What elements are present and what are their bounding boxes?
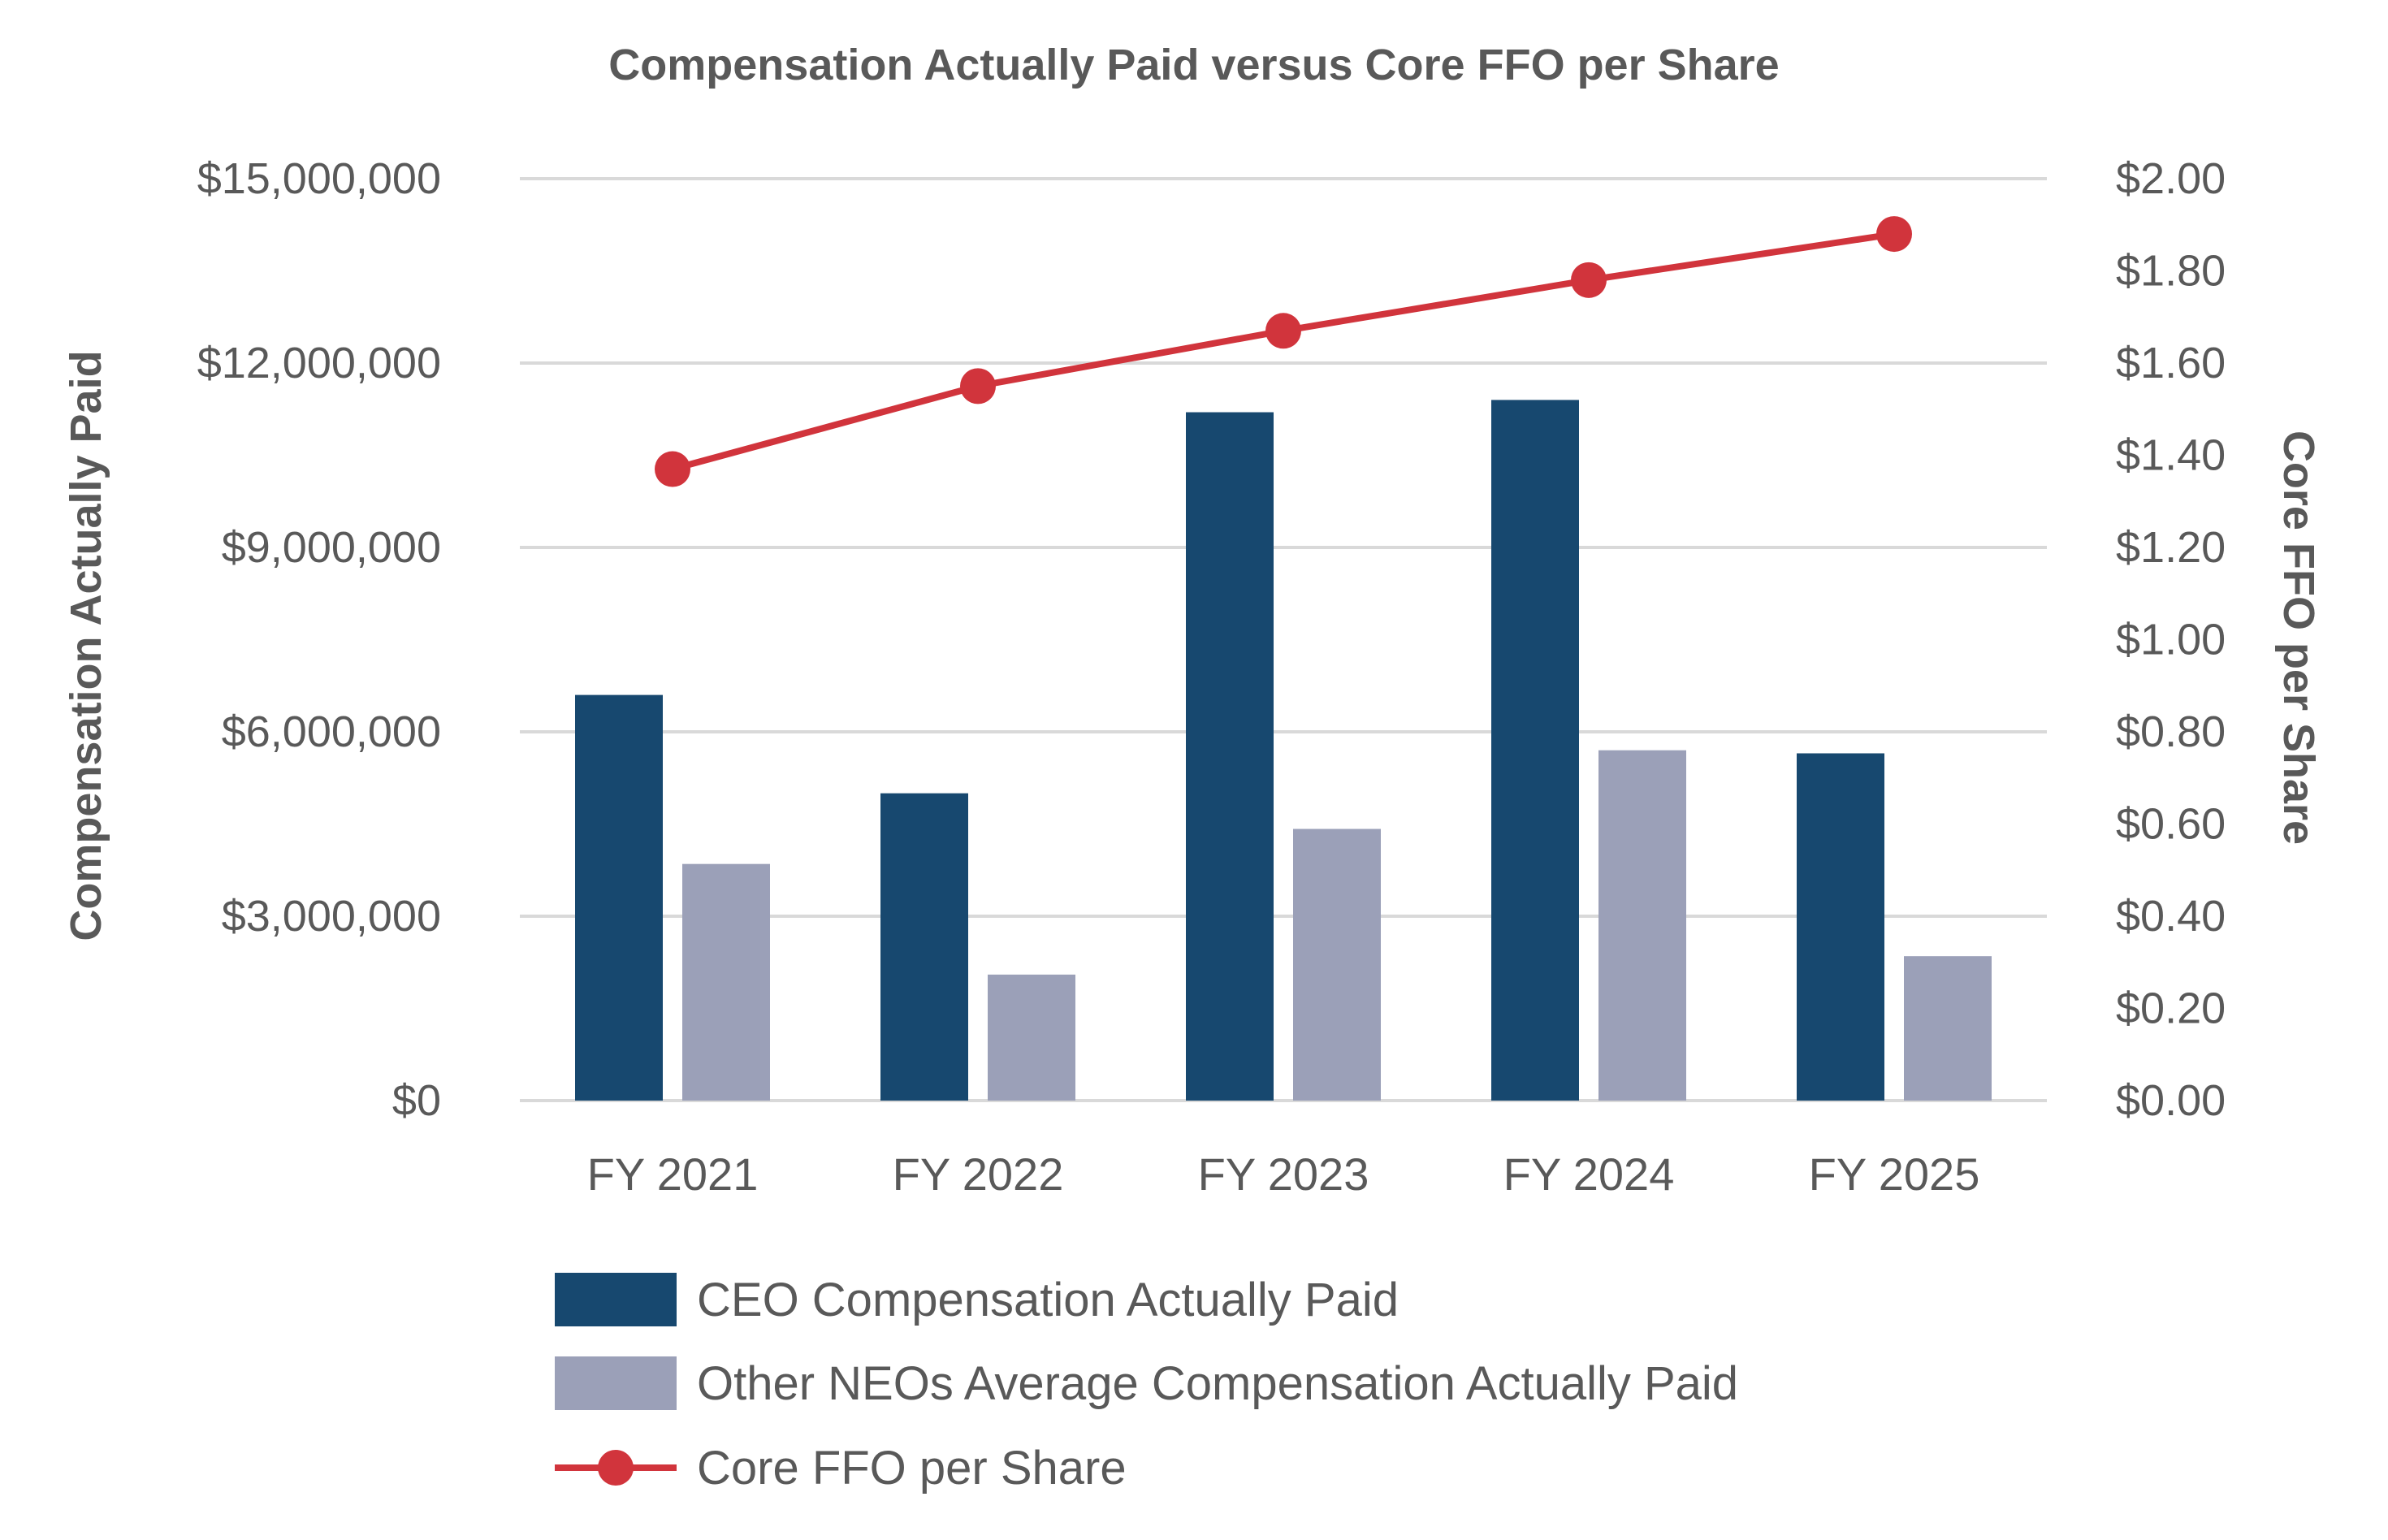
right-tick-label: $0.20 <box>2116 984 2226 1033</box>
right-tick-label: $1.80 <box>2116 247 2226 296</box>
left-axis-title: Compensation Actually Paid <box>62 350 110 941</box>
right-tick-label: $1.40 <box>2116 431 2226 480</box>
legend-swatch-ffo-marker <box>598 1450 634 1486</box>
right-axis-ticks: $0.00 $0.20 $0.40 $0.60 $0.80 $1.00 $1.20 $1.40… <box>2116 154 2226 1125</box>
ffo-series-line <box>671 231 1895 473</box>
ffo-point <box>960 368 996 404</box>
neo-bar <box>1904 956 1992 1101</box>
x-tick-label: FY 2024 <box>1503 1149 1675 1200</box>
legend-label: CEO Compensation Actually Paid <box>697 1274 1399 1326</box>
x-axis-ticks: FY 2021 FY 2022 FY 2023 FY 2024 FY 2025 <box>587 1149 1980 1200</box>
gridlines <box>520 177 2047 1102</box>
ceo-bar <box>1186 412 1274 1101</box>
left-tick-label: $0 <box>392 1076 441 1125</box>
ffo-point <box>1571 262 1607 298</box>
legend-label: Other NEOs Average Compensation Actually… <box>697 1357 1738 1410</box>
legend: CEO Compensation Actually Paid Other NEOs… <box>555 1273 1738 1495</box>
ffo-point <box>655 451 690 487</box>
right-tick-label: $1.60 <box>2116 339 2226 387</box>
right-tick-label: $2.00 <box>2116 154 2226 203</box>
right-axis-title: Core FFO per Share <box>2274 430 2323 845</box>
ffo-point <box>1265 313 1301 349</box>
left-tick-label: $9,000,000 <box>222 523 441 572</box>
x-tick-label: FY 2022 <box>893 1149 1064 1200</box>
neo-bar <box>682 863 770 1101</box>
ceo-bar <box>1797 753 1884 1101</box>
legend-swatch-ceo <box>555 1273 677 1326</box>
right-tick-label: $0.40 <box>2116 892 2226 941</box>
right-tick-label: $0.00 <box>2116 1076 2226 1125</box>
right-tick-label: $0.60 <box>2116 800 2226 849</box>
neo-bar <box>1293 828 1381 1101</box>
legend-swatch-neo <box>555 1356 677 1410</box>
ceo-bar <box>1491 400 1579 1101</box>
left-tick-label: $6,000,000 <box>222 707 441 756</box>
ffo-point <box>1876 216 1912 253</box>
ceo-bar <box>880 793 968 1101</box>
ceo-bar <box>575 694 663 1101</box>
left-tick-label: $3,000,000 <box>222 892 441 941</box>
left-axis-ticks: $0 $3,000,000 $6,000,000 $9,000,000 $12,000,… <box>197 154 441 1125</box>
x-tick-label: FY 2023 <box>1198 1149 1369 1200</box>
left-tick-label: $12,000,000 <box>197 339 441 387</box>
x-tick-label: FY 2025 <box>1809 1149 1980 1200</box>
neo-bar <box>1598 750 1686 1101</box>
right-tick-label: $1.20 <box>2116 523 2226 572</box>
bars <box>575 400 1992 1101</box>
legend-label: Core FFO per Share <box>697 1442 1127 1495</box>
neo-bar <box>988 974 1075 1101</box>
right-tick-label: $0.80 <box>2116 707 2226 756</box>
chart-title: Compensation Actually Paid versus Core F… <box>608 41 1779 89</box>
left-tick-label: $15,000,000 <box>197 154 441 203</box>
ffo-line <box>655 216 1912 487</box>
right-tick-label: $1.00 <box>2116 616 2226 664</box>
x-tick-label: FY 2021 <box>587 1149 759 1200</box>
